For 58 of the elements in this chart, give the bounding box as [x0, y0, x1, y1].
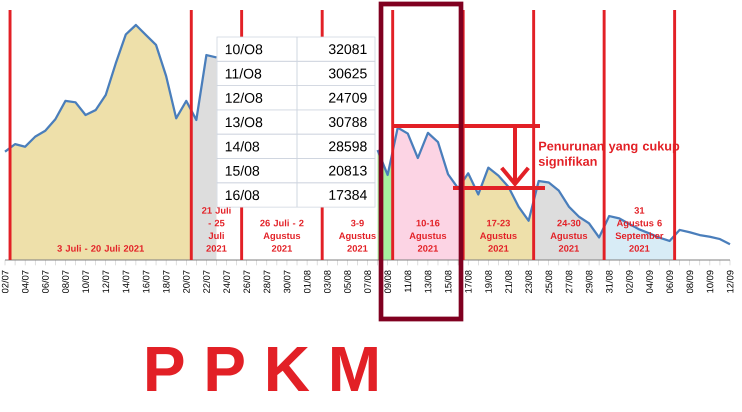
x-tick-label: 08/09 [686, 270, 694, 294]
x-tick-label: 31/08 [606, 270, 613, 294]
x-tick-label: 02/09 [626, 270, 633, 294]
annotation: 24-30 Agustus 2021 [550, 220, 588, 252]
x-tick-label: 26/07 [243, 270, 250, 293]
annotation: 12/O8 [226, 92, 262, 103]
x-tick-label: 10/09 [706, 270, 714, 293]
x-tick-label: 05/08 [344, 270, 351, 294]
annotation: 30788 [328, 117, 367, 128]
x-tick-label: 04/07 [22, 270, 29, 294]
annotation: 24709 [329, 92, 367, 103]
annotation: 10/O8 [226, 44, 262, 54]
x-tick-label: 19/08 [484, 270, 492, 293]
x-tick-label: 06/09 [666, 270, 674, 294]
annotation: 13/O8 [226, 116, 262, 128]
annotation: 28598 [329, 141, 367, 152]
annotation: 20813 [329, 166, 367, 176]
annotation: 30625 [328, 68, 367, 78]
x-tick-label: 12/07 [102, 270, 110, 293]
x-tick-label: 06/07 [42, 270, 49, 294]
text: P P K M [147, 346, 377, 392]
x-tick-label: 27/08 [565, 270, 572, 293]
x-tick-label: 04/09 [646, 270, 653, 294]
x-tick-label: 07/08 [364, 270, 371, 294]
x-tick-label: 13/08 [424, 270, 432, 293]
x-tick-label: 30/07 [284, 270, 290, 294]
x-tick-label: 12/09 [726, 270, 734, 293]
x-tick-label: 20/07 [182, 270, 190, 293]
x-tick-label: 08/07 [62, 270, 69, 294]
x-tick-label: 16/07 [142, 270, 150, 293]
annotation: 32081 [328, 44, 367, 54]
x-tick-label: 02/07 [2, 270, 8, 294]
annotation: 15/08 [226, 166, 260, 176]
x-tick-label: 03/08 [324, 270, 331, 294]
x-tick-label: 18/07 [162, 270, 170, 293]
x-tick-label: 17/08 [464, 270, 472, 293]
x-tick-label: 14/07 [122, 270, 130, 293]
annotation: 26 Juli - 2 Agustus 2021 [260, 220, 304, 252]
annotation: 11/O8 [226, 68, 262, 79]
x-tick-label: 11/08 [404, 270, 412, 292]
x-tick-label: 22/07 [202, 270, 210, 293]
annotation: 3-9 Agustus 2021 [338, 220, 376, 252]
x-tick-label: 10/07 [82, 270, 89, 293]
annotation: 14/08 [226, 141, 260, 152]
annotation: 10-16 Agustus 2021 [409, 220, 446, 252]
x-tick-label: 21/08 [505, 270, 512, 293]
x-tick-label: 09/08 [384, 270, 392, 294]
annotation: 3 Juli - 20 Juli 2021 [57, 244, 144, 252]
x-tick-label: 28/07 [263, 270, 270, 293]
annotation: 16/08 [226, 190, 260, 200]
x-tick-label: 01/08 [304, 270, 311, 294]
x-tick-label: 15/08 [444, 270, 452, 293]
annotation: 17384 [329, 190, 367, 200]
annotation: 17-23 Agustus 2021 [480, 220, 517, 252]
x-tick-label: 23/08 [525, 270, 532, 293]
x-tick-label: 29/08 [586, 270, 592, 293]
x-tick-label: 24/07 [223, 270, 230, 293]
x-tick-label: 25/08 [545, 270, 552, 293]
